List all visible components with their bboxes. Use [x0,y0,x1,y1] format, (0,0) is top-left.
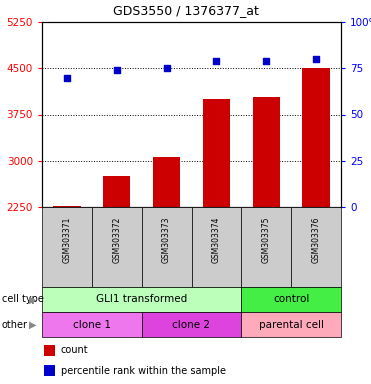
Bar [42,287,241,312]
Text: GSM303374: GSM303374 [212,217,221,263]
Text: parental cell: parental cell [259,319,324,329]
Bar [291,207,341,287]
Bar [53,206,81,207]
Text: GLI1 transformed: GLI1 transformed [96,295,187,305]
Text: clone 2: clone 2 [173,319,210,329]
Bar [142,207,191,287]
Text: ▶: ▶ [29,319,36,329]
Text: GSM303376: GSM303376 [312,217,321,263]
Text: control: control [273,295,309,305]
Text: GSM303371: GSM303371 [62,217,71,263]
Text: count: count [60,345,88,355]
Bar [241,207,291,287]
Bar [191,207,241,287]
Bar [92,207,142,287]
Bar [42,312,142,337]
Text: ▶: ▶ [29,295,36,305]
Bar [153,157,180,207]
Text: cell type: cell type [2,295,44,305]
Bar [241,287,341,312]
Point [213,58,219,64]
Bar [302,68,330,207]
Bar [241,312,341,337]
Text: GSM303372: GSM303372 [112,217,121,263]
Bar [203,99,230,207]
Text: GDS3550 / 1376377_at: GDS3550 / 1376377_at [112,4,259,17]
Point [164,65,170,71]
Bar [42,207,92,287]
Point [263,58,269,64]
Point [313,56,319,62]
Text: GSM303375: GSM303375 [262,217,271,263]
Text: GSM303373: GSM303373 [162,217,171,263]
Text: other: other [2,319,28,329]
Text: clone 1: clone 1 [73,319,111,329]
Bar [142,312,241,337]
Point [114,67,120,73]
Point [64,74,70,81]
Text: percentile rank within the sample: percentile rank within the sample [60,366,226,376]
Bar [103,176,131,207]
Bar [253,97,280,207]
